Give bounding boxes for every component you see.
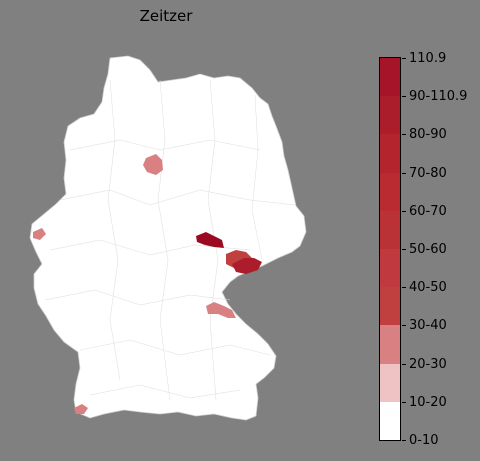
colorbar-tick-label: 20-30 — [409, 356, 447, 372]
colorbar-tick — [402, 210, 406, 212]
colorbar-tick — [402, 96, 406, 98]
colorbar-tick — [402, 440, 406, 441]
colorbar-segment — [380, 325, 400, 364]
colorbar-segment — [380, 172, 400, 211]
colorbar-segment — [380, 401, 400, 440]
region-bayerischer-wald — [206, 302, 236, 318]
germany-map — [29, 55, 307, 421]
region-hannover — [143, 154, 163, 175]
region-aachen — [33, 228, 46, 240]
colorbar-tick — [402, 325, 406, 327]
colorbar-tick — [402, 401, 406, 403]
region-leipzig — [196, 232, 224, 248]
colorbar-segment — [380, 134, 400, 173]
colorbar-tick-label: 40-50 — [409, 280, 447, 296]
colorbar-tick-label: 50-60 — [409, 242, 447, 257]
region-loerrach — [74, 404, 88, 414]
colorbar-tick-label: 110.9 — [409, 51, 447, 66]
colorbar-tick — [402, 249, 406, 250]
colorbar-tick — [402, 134, 406, 136]
colorbar-tick — [402, 363, 406, 365]
colorbar-tick-label: 10-20 — [409, 394, 447, 410]
colorbar-segment — [380, 96, 400, 135]
colorbar-segment — [380, 287, 400, 326]
colorbar-tick-label: 70-80 — [409, 165, 447, 181]
colorbar-tick-label: 60-70 — [409, 203, 447, 219]
colorbar-segment — [380, 210, 400, 249]
germany-outline — [29, 55, 307, 421]
colorbar-segment — [380, 58, 400, 97]
colorbar-tick — [402, 58, 406, 59]
colorbar-tick — [402, 172, 406, 174]
map-title: Zeitzer — [139, 7, 193, 25]
region-dresden — [226, 250, 252, 268]
colorbar — [379, 57, 401, 441]
colorbar-tick-label: 90-110.9 — [409, 89, 468, 105]
colorbar-segment — [380, 249, 400, 288]
region-saechsische-schweiz — [232, 258, 262, 274]
colorbar-tick — [402, 287, 406, 289]
colorbar-tick-label: 0-10 — [409, 433, 439, 448]
colorbar-tick-label: 80-90 — [409, 127, 447, 143]
colorbar-tick-label: 30-40 — [409, 318, 447, 334]
colorbar-segment — [380, 363, 400, 402]
